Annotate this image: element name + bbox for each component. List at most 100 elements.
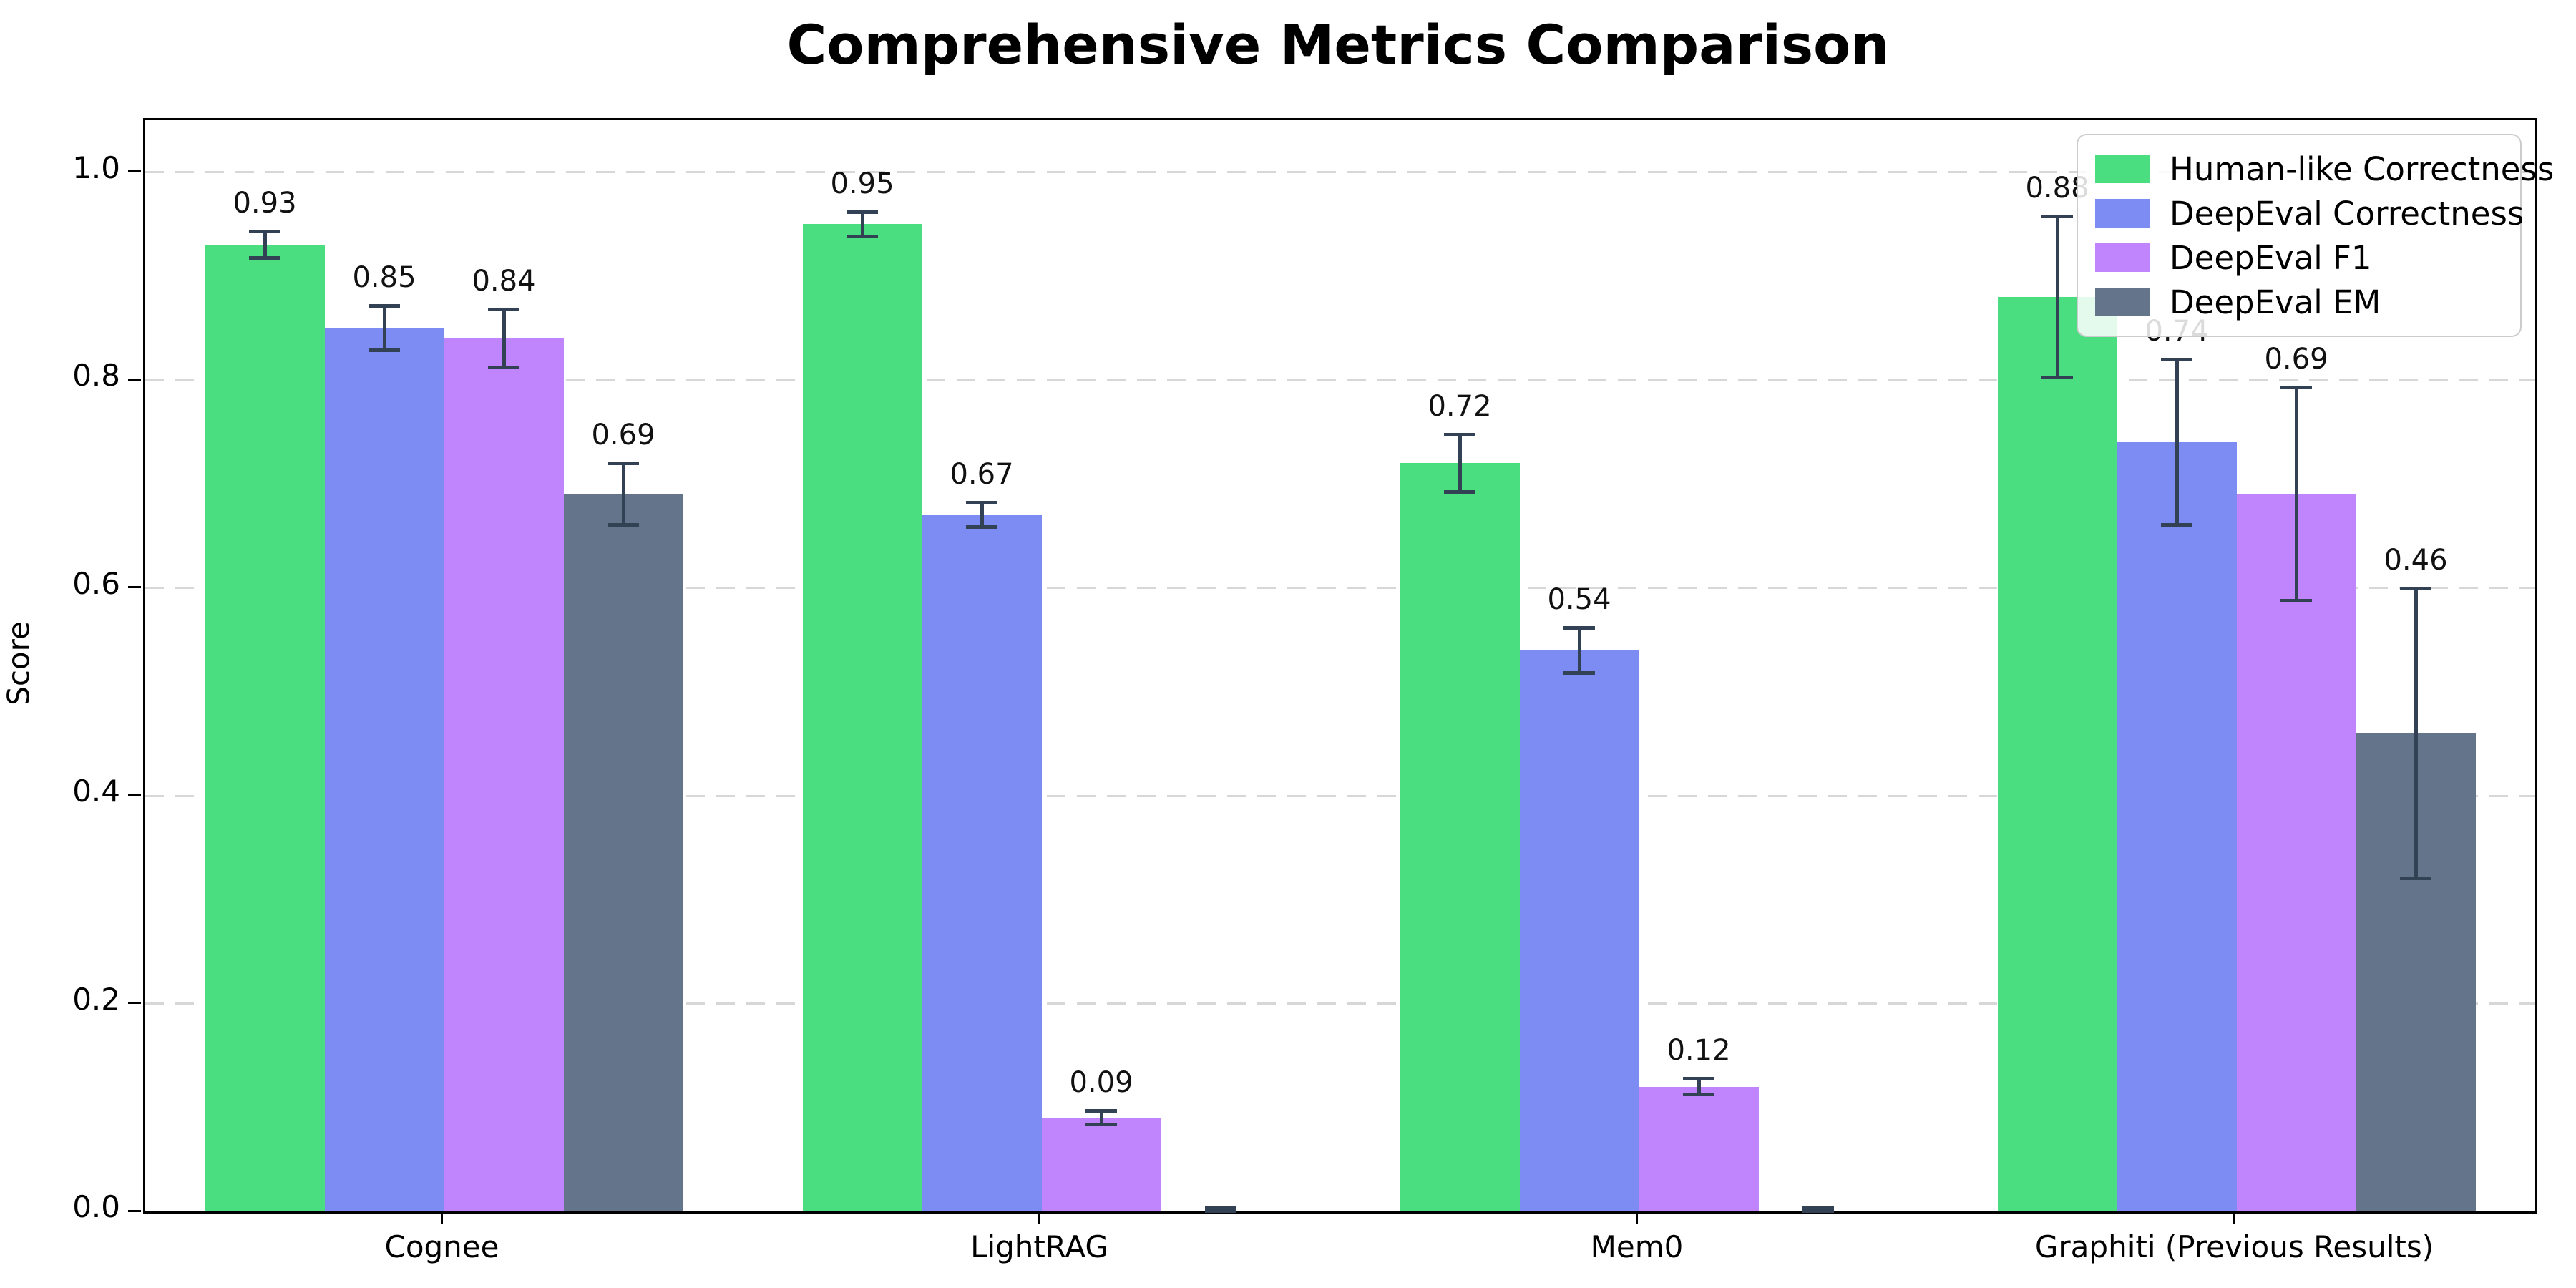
y-tick-label: 0.6 xyxy=(72,565,120,601)
error-bar-cap-bottom xyxy=(608,523,639,527)
error-bar-cap-bottom xyxy=(2041,376,2073,380)
error-bar xyxy=(860,211,864,237)
legend: Human-like Correctness DeepEval Correctne… xyxy=(2077,134,2554,337)
bar xyxy=(2236,494,2356,1211)
y-tick-mark xyxy=(128,1002,141,1005)
error-bar-cap-bottom xyxy=(1205,1209,1236,1213)
bar-value-label: 0.46 xyxy=(2384,543,2448,577)
x-tick-label: Cognee xyxy=(384,1229,499,1264)
bar-value-label: 0.69 xyxy=(2264,343,2328,376)
bar xyxy=(922,514,1042,1211)
error-bar xyxy=(1099,1111,1103,1126)
error-bar-cap-top xyxy=(1205,1206,1236,1210)
y-tick-label: 0.4 xyxy=(72,774,120,809)
error-bar-cap-top xyxy=(1444,432,1475,436)
error-bar-cap-bottom xyxy=(2161,523,2192,527)
bar-value-label: 0.54 xyxy=(1547,582,1611,616)
error-bar-cap-top xyxy=(249,230,280,234)
error-bar-cap-top xyxy=(2280,386,2312,390)
y-tick-mark xyxy=(128,378,141,381)
error-bar xyxy=(2175,359,2179,526)
error-bar-cap-bottom xyxy=(1802,1209,1834,1213)
bar xyxy=(802,224,922,1211)
error-bar-cap-bottom xyxy=(1563,670,1595,675)
gridline-y-1 xyxy=(145,171,2535,174)
chart-title: Comprehensive Metrics Comparison xyxy=(786,13,1890,77)
error-bar xyxy=(1577,627,1581,673)
error-bar-cap-top xyxy=(488,308,519,312)
gridline-y-0.8 xyxy=(145,379,2535,381)
bar-value-label: 0.09 xyxy=(1069,1066,1133,1100)
error-bar xyxy=(263,231,267,259)
x-tick-label: Mem0 xyxy=(1590,1229,1684,1264)
bar-value-label: 0.69 xyxy=(591,419,655,452)
error-bar xyxy=(2055,215,2059,379)
bar-value-label: 0.84 xyxy=(472,265,536,298)
error-bar-cap-top xyxy=(2161,358,2192,362)
bar xyxy=(324,328,444,1211)
gridline-y-0.6 xyxy=(145,587,2535,590)
bar xyxy=(1400,463,1520,1211)
error-bar-cap-bottom xyxy=(1085,1123,1117,1127)
error-bar-cap-bottom xyxy=(2280,599,2312,603)
y-tick-label: 0.0 xyxy=(72,1189,120,1224)
error-bar-cap-top xyxy=(1683,1077,1714,1081)
bar xyxy=(1639,1086,1759,1211)
error-bar-cap-top xyxy=(2400,586,2431,590)
y-tick-label: 0.2 xyxy=(72,981,120,1017)
legend-item: Human-like Correctness xyxy=(2095,147,2554,191)
x-tick-label: Graphiti (Previous Results) xyxy=(2034,1229,2434,1264)
bar-value-label: 0.95 xyxy=(830,167,894,200)
error-bar-cap-top xyxy=(966,501,997,505)
error-bar-cap-top xyxy=(847,210,878,214)
x-tick-mark xyxy=(441,1211,443,1224)
error-bar xyxy=(2414,587,2418,879)
y-tick-mark xyxy=(128,1209,141,1212)
error-bar xyxy=(1697,1078,1701,1096)
bar-value-label: 0.85 xyxy=(352,260,416,294)
x-tick-mark xyxy=(1038,1211,1040,1224)
y-tick-label: 0.8 xyxy=(72,358,120,394)
error-bar xyxy=(502,309,506,368)
gridline-y-0.2 xyxy=(145,1002,2535,1005)
y-tick-mark xyxy=(128,170,141,173)
error-bar-cap-bottom xyxy=(847,234,878,238)
bar xyxy=(563,494,683,1211)
error-bar-cap-top xyxy=(2041,214,2073,218)
y-tick-mark xyxy=(128,586,141,589)
legend-label: DeepEval EM xyxy=(2170,283,2381,321)
error-bar-cap-top xyxy=(1802,1206,1834,1210)
legend-item: DeepEval EM xyxy=(2095,280,2503,324)
bar xyxy=(2117,442,2237,1211)
bar-value-label: 0.67 xyxy=(950,458,1014,492)
legend-item: DeepEval F1 xyxy=(2095,235,2503,280)
legend-swatch xyxy=(2095,155,2150,183)
legend-swatch xyxy=(2095,199,2150,228)
bar xyxy=(1519,650,1639,1211)
gridline-y-0.4 xyxy=(145,794,2535,797)
error-bar xyxy=(621,463,625,526)
y-tick-label: 1.0 xyxy=(72,150,120,185)
error-bar-cap-top xyxy=(1563,625,1595,630)
error-bar xyxy=(980,502,984,528)
error-bar xyxy=(1458,434,1462,492)
legend-swatch xyxy=(2095,243,2150,272)
error-bar-cap-bottom xyxy=(369,348,400,353)
error-bar-cap-bottom xyxy=(966,525,997,530)
error-bar-cap-top xyxy=(608,462,639,466)
bar xyxy=(1997,296,2117,1211)
legend-item: DeepEval Correctness xyxy=(2095,191,2524,235)
x-tick-label: LightRAG xyxy=(970,1229,1108,1264)
error-bar xyxy=(382,305,386,351)
legend-label: DeepEval F1 xyxy=(2170,238,2372,277)
bar-value-label: 0.12 xyxy=(1667,1034,1731,1068)
error-bar-cap-bottom xyxy=(1683,1093,1714,1097)
error-bar-cap-top xyxy=(1085,1109,1117,1113)
y-axis-label: Score xyxy=(1,621,36,706)
x-tick-mark xyxy=(2233,1211,2235,1224)
bar xyxy=(1041,1118,1161,1211)
error-bar-cap-bottom xyxy=(249,256,280,260)
bar-value-label: 0.93 xyxy=(233,187,297,220)
y-tick-mark xyxy=(128,794,141,796)
